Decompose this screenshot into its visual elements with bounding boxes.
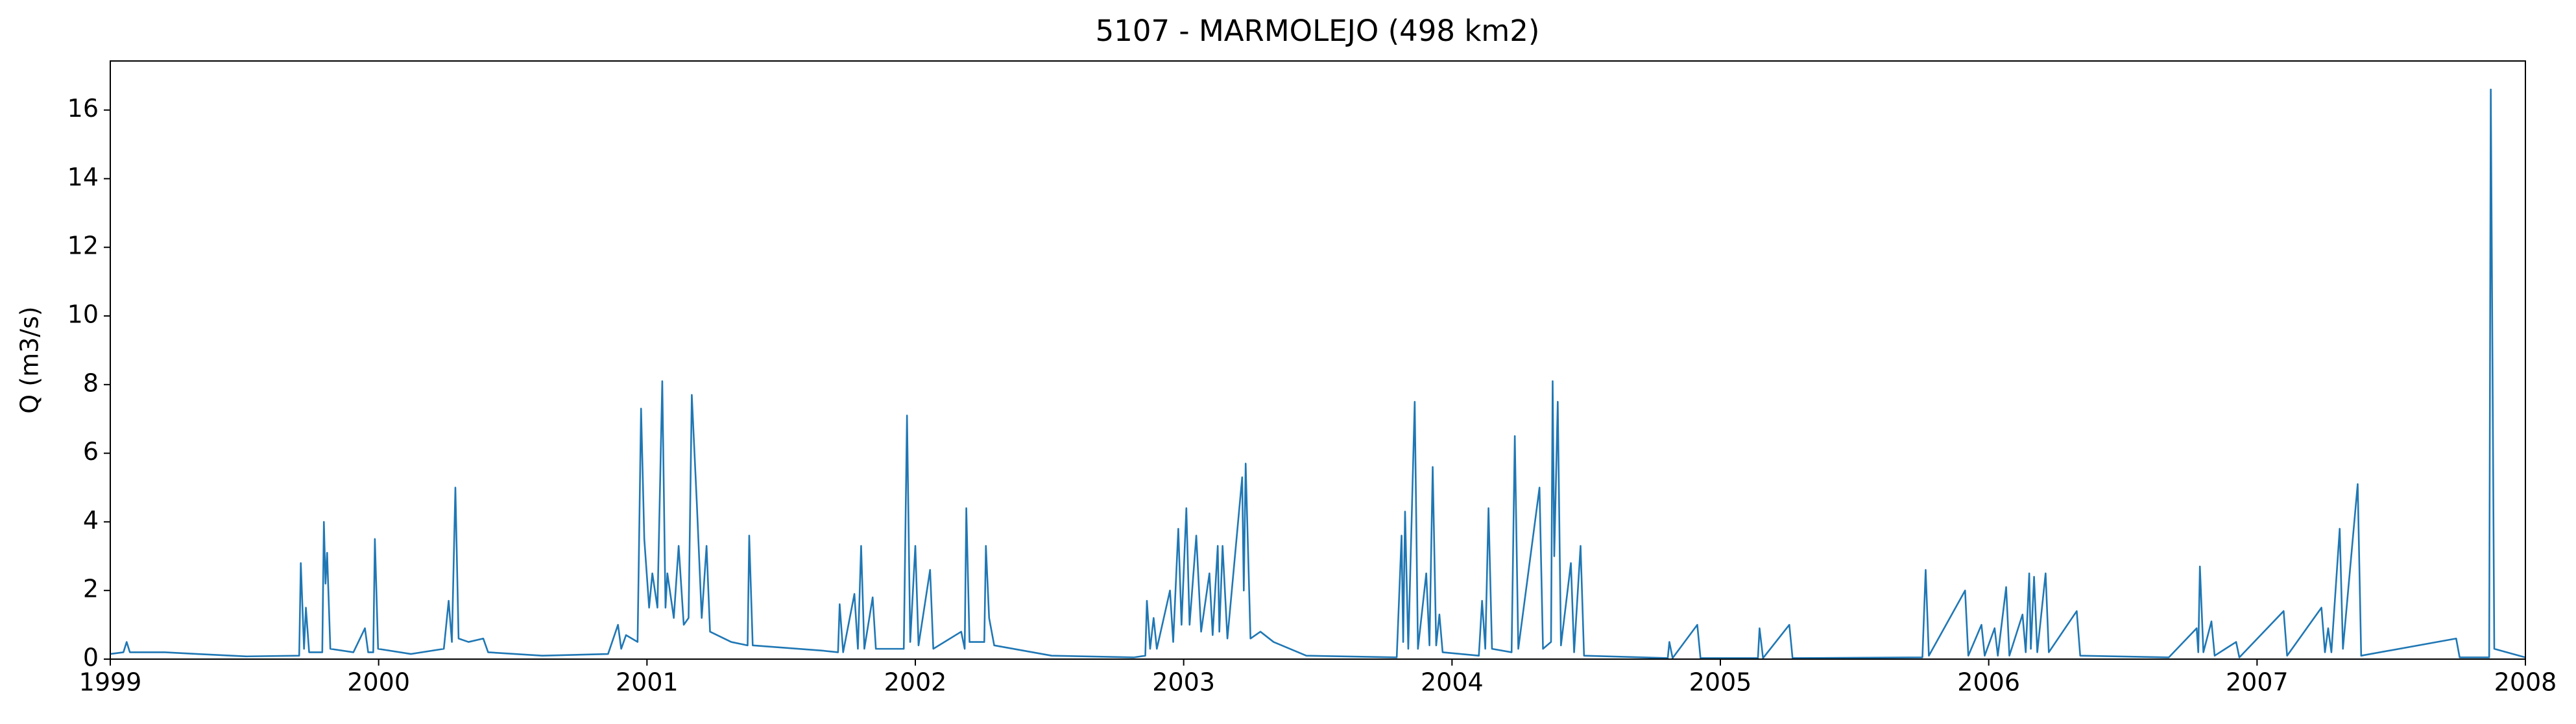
plot-frame	[110, 60, 2526, 660]
data-line	[110, 88, 2526, 659]
x-tick-label: 2007	[2226, 668, 2289, 697]
x-tick-label: 2002	[884, 668, 947, 697]
x-tick-label: 2005	[1689, 668, 1752, 697]
y-axis-label: Q (m3/s)	[16, 306, 44, 413]
x-tick-label: 2003	[1152, 668, 1215, 697]
x-tick-label: 1999	[79, 668, 142, 697]
y-tick-label: 10	[67, 300, 99, 329]
y-tick-label: 12	[67, 232, 99, 260]
x-tick-label: 2001	[616, 668, 679, 697]
x-tick-label: 2004	[1421, 668, 1484, 697]
x-tick-label: 2008	[2494, 668, 2557, 697]
y-tick-label: 6	[83, 437, 99, 466]
y-tick-label: 2	[83, 575, 99, 603]
chart-title: 5107 - MARMOLEJO (498 km2)	[1096, 14, 1540, 48]
y-tick-label: 16	[67, 94, 99, 123]
y-tick-label: 14	[67, 163, 99, 191]
y-tick-label: 8	[83, 368, 99, 397]
y-tick-label: 0	[83, 644, 99, 672]
y-tick-label: 4	[83, 506, 99, 535]
x-tick-label: 2006	[1957, 668, 2020, 697]
x-tick-label: 2000	[347, 668, 410, 697]
